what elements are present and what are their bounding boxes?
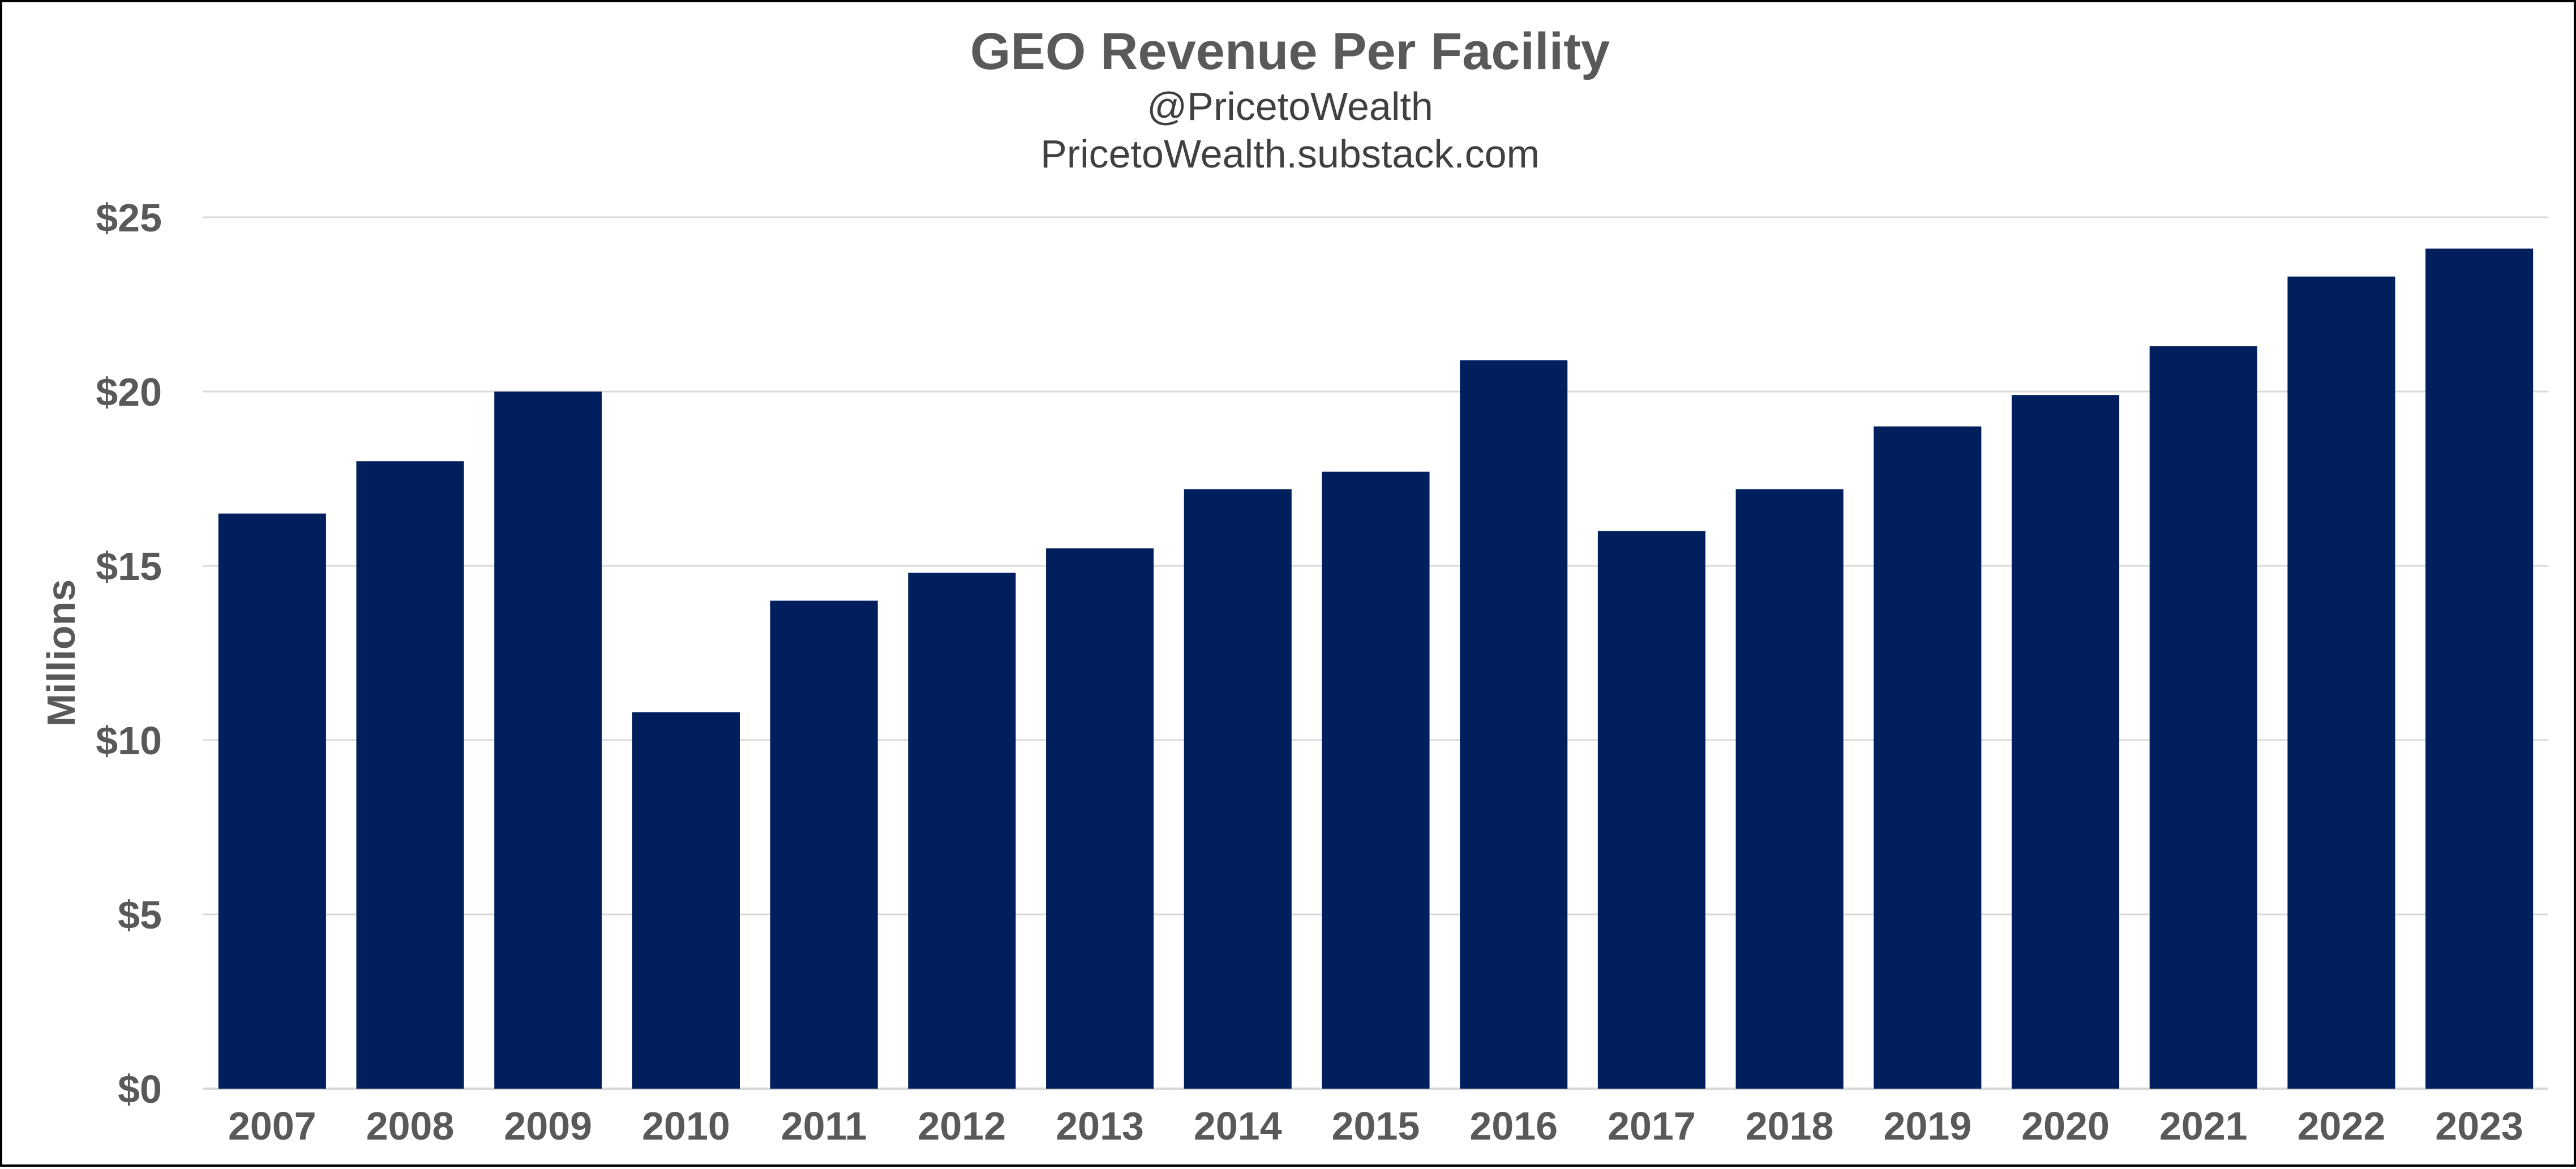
bar-2007 (218, 513, 326, 1089)
chart-subtitle-handle: @PricetoWealth (1147, 84, 1433, 128)
bar-2008 (356, 461, 464, 1089)
x-tick-label: 2016 (1469, 1104, 1558, 1148)
x-tick-label: 2012 (918, 1104, 1006, 1148)
bar-series (218, 248, 2534, 1089)
y-axis-ticks: $0 $5 $10 $15 $20 $25 (96, 196, 162, 1111)
bar-2013 (1046, 548, 1154, 1089)
x-tick-label: 2010 (642, 1104, 730, 1148)
x-tick-label: 2013 (1056, 1104, 1144, 1148)
x-tick-label: 2019 (1883, 1104, 1971, 1148)
bar-2016 (1460, 360, 1568, 1089)
y-tick-label: $15 (96, 544, 162, 588)
x-axis-ticks: 2007 2008 2009 2010 2011 2012 2013 2014 2015 2016… (228, 1104, 2523, 1148)
y-axis-label: Millions (39, 579, 83, 727)
x-tick-label: 2023 (2435, 1104, 2523, 1148)
bar-2009 (494, 392, 602, 1089)
bar-2021 (2149, 346, 2257, 1089)
x-tick-label: 2011 (781, 1104, 867, 1148)
x-tick-label: 2007 (228, 1104, 316, 1148)
y-tick-label: $0 (118, 1067, 162, 1111)
bar-2023 (2425, 248, 2534, 1089)
bar-2014 (1184, 489, 1292, 1089)
x-tick-label: 2008 (366, 1104, 455, 1148)
bar-2012 (908, 573, 1016, 1089)
y-tick-label: $25 (96, 196, 162, 240)
x-tick-label: 2017 (1608, 1104, 1696, 1148)
bar-2018 (1735, 489, 1844, 1089)
x-tick-label: 2015 (1332, 1104, 1420, 1148)
x-tick-label: 2018 (1746, 1104, 1834, 1148)
chart-subtitle-site: PricetoWealth.substack.com (1040, 132, 1540, 176)
bar-2022 (2287, 276, 2395, 1089)
chart-title: GEO Revenue Per Facility (970, 23, 1610, 80)
x-tick-label: 2014 (1194, 1104, 1282, 1148)
y-tick-label: $10 (96, 719, 162, 763)
y-tick-label: $5 (118, 893, 162, 937)
bar-2011 (770, 600, 878, 1089)
bar-2019 (1874, 426, 1982, 1089)
x-tick-label: 2022 (2298, 1104, 2386, 1148)
y-tick-label: $20 (96, 370, 162, 414)
x-tick-label: 2021 (2159, 1104, 2248, 1148)
bar-2010 (632, 712, 740, 1089)
bar-2020 (2011, 395, 2120, 1089)
x-tick-label: 2009 (504, 1104, 592, 1148)
bar-2017 (1597, 531, 1705, 1089)
x-tick-label: 2020 (2021, 1104, 2110, 1148)
bar-2015 (1322, 471, 1430, 1089)
